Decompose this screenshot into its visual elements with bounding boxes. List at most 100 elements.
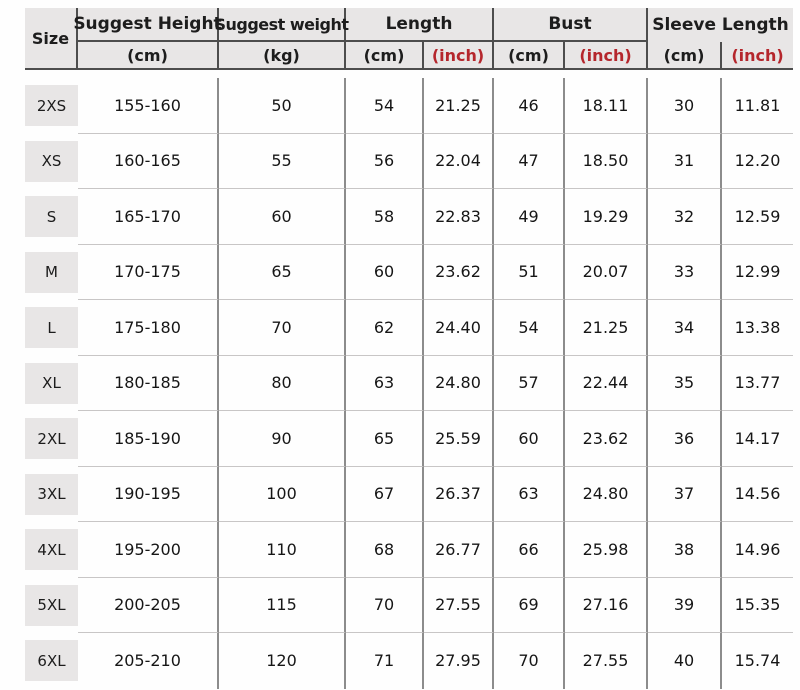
cell-bust-cm: 49	[494, 189, 565, 245]
cell-length-cm: 54	[346, 78, 424, 134]
table-row: 5XL 200-205 115 70 27.55 69 27.16 39 15.…	[25, 577, 793, 634]
size-cell: 5XL	[25, 578, 78, 634]
size-label: 5XL	[25, 584, 78, 626]
cell-weight-kg: 55	[219, 133, 346, 189]
size-label: 3XL	[25, 473, 78, 515]
cell-height-cm: 185-190	[78, 411, 219, 467]
size-label: 4XL	[25, 529, 78, 571]
header-suggest-height: Suggest Height	[73, 8, 222, 42]
cell-sleeve-inch: 14.96	[722, 522, 793, 578]
header-bust-inch-unit: (inch)	[565, 42, 648, 68]
cell-sleeve-inch: 13.38	[722, 300, 793, 356]
cell-height-cm: 170-175	[78, 244, 219, 300]
cell-bust-inch: 18.11	[565, 78, 648, 134]
cell-weight-kg: 50	[219, 78, 346, 134]
size-label: XL	[25, 362, 78, 404]
cell-height-cm: 205-210	[78, 633, 219, 689]
cell-bust-inch: 21.25	[565, 300, 648, 356]
table-body: 2XS 155-160 50 54 21.25 46 18.11 30 11.8…	[25, 78, 793, 689]
cell-length-cm: 56	[346, 133, 424, 189]
size-cell: L	[25, 300, 78, 356]
cell-bust-inch: 25.98	[565, 522, 648, 578]
table-row: 3XL 190-195 100 67 26.37 63 24.80 37 14.…	[25, 466, 793, 522]
cell-weight-kg: 110	[219, 522, 346, 578]
cell-bust-cm: 63	[494, 466, 565, 522]
cell-height-cm: 165-170	[78, 189, 219, 245]
size-cell: M	[25, 245, 78, 301]
size-label: 2XL	[25, 418, 78, 460]
size-cell: S	[25, 189, 78, 245]
cell-length-inch: 26.37	[424, 466, 494, 522]
table-row: XS 160-165 55 56 22.04 47 18.50 31 12.20	[25, 133, 793, 190]
cell-bust-inch: 23.62	[565, 411, 648, 467]
cell-length-inch: 21.25	[424, 78, 494, 134]
cell-bust-cm: 60	[494, 411, 565, 467]
cell-bust-inch: 18.50	[565, 133, 648, 189]
cell-length-inch: 24.80	[424, 355, 494, 411]
cell-bust-inch: 24.80	[565, 466, 648, 522]
cell-length-inch: 26.77	[424, 522, 494, 578]
cell-length-inch: 27.55	[424, 577, 494, 633]
cell-weight-kg: 80	[219, 355, 346, 411]
table-row: 2XS 155-160 50 54 21.25 46 18.11 30 11.8…	[25, 78, 793, 134]
cell-bust-cm: 46	[494, 78, 565, 134]
header-sleeve-length: Sleeve Length	[652, 15, 789, 35]
cell-sleeve-inch: 14.17	[722, 411, 793, 467]
cell-bust-inch: 20.07	[565, 244, 648, 300]
size-label: M	[25, 251, 78, 293]
header-size: Size	[25, 8, 78, 68]
cell-weight-kg: 90	[219, 411, 346, 467]
cell-length-cm: 70	[346, 577, 424, 633]
cell-length-inch: 25.59	[424, 411, 494, 467]
header-suggest-weight: Suggest weight	[214, 8, 349, 42]
cell-length-cm: 62	[346, 300, 424, 356]
cell-height-cm: 200-205	[78, 577, 219, 633]
header-bust: Bust	[494, 8, 648, 42]
header-suggest-height-unit: (cm)	[78, 42, 219, 68]
size-table: Size Suggest Height Suggest weight Lengt…	[25, 8, 793, 689]
size-label: 2XS	[25, 85, 78, 127]
cell-bust-inch: 27.55	[565, 633, 648, 689]
cell-sleeve-inch: 13.77	[722, 356, 793, 411]
size-label: 6XL	[25, 640, 78, 682]
size-cell: 2XL	[25, 411, 78, 467]
header-bust-cm-unit: (cm)	[494, 42, 565, 68]
cell-height-cm: 155-160	[78, 78, 219, 134]
size-label: XS	[25, 140, 78, 182]
cell-sleeve-inch: 12.20	[722, 134, 793, 189]
cell-bust-cm: 66	[494, 522, 565, 578]
size-label: L	[25, 307, 78, 349]
size-label: S	[25, 196, 78, 238]
header-length: Length	[346, 8, 494, 42]
cell-sleeve-cm: 34	[648, 300, 722, 356]
cell-sleeve-cm: 30	[648, 78, 722, 134]
cell-weight-kg: 65	[219, 244, 346, 300]
cell-length-cm: 63	[346, 355, 424, 411]
cell-bust-inch: 19.29	[565, 189, 648, 245]
cell-bust-cm: 69	[494, 577, 565, 633]
cell-sleeve-cm: 35	[648, 355, 722, 411]
table-header: Size Suggest Height Suggest weight Lengt…	[25, 8, 793, 70]
header-length-cm-unit: (cm)	[346, 42, 424, 68]
table-row: XL 180-185 80 63 24.80 57 22.44 35 13.77	[25, 355, 793, 412]
cell-weight-kg: 100	[219, 466, 346, 522]
cell-sleeve-inch: 14.56	[722, 467, 793, 522]
cell-length-inch: 27.95	[424, 633, 494, 689]
cell-length-inch: 23.62	[424, 244, 494, 300]
cell-bust-cm: 51	[494, 244, 565, 300]
cell-length-cm: 67	[346, 466, 424, 522]
cell-bust-cm: 70	[494, 633, 565, 689]
size-cell: XS	[25, 134, 78, 190]
cell-sleeve-cm: 37	[648, 466, 722, 522]
cell-length-cm: 65	[346, 411, 424, 467]
cell-sleeve-cm: 36	[648, 411, 722, 467]
header-sleeve-cm-unit: (cm)	[648, 42, 722, 68]
cell-weight-kg: 115	[219, 577, 346, 633]
size-cell: 6XL	[25, 633, 78, 689]
size-cell: XL	[25, 356, 78, 412]
cell-weight-kg: 120	[219, 633, 346, 689]
cell-length-cm: 58	[346, 189, 424, 245]
size-cell: 2XS	[25, 78, 78, 134]
cell-sleeve-cm: 31	[648, 133, 722, 189]
cell-bust-cm: 54	[494, 300, 565, 356]
